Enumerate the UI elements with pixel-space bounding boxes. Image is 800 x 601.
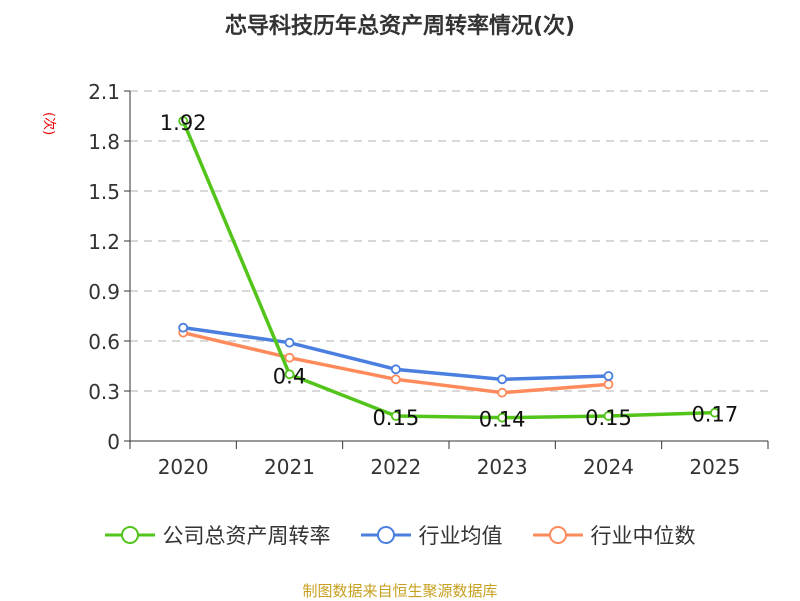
series-line	[181, 120, 715, 420]
data-point	[284, 352, 295, 363]
y-tick-label: 0	[107, 430, 120, 454]
x-tick-label: 2024	[583, 455, 634, 479]
data-point	[178, 116, 189, 126]
y-tick-label: 1.5	[88, 180, 120, 204]
x-tick-label: 2020	[158, 455, 209, 479]
data-point	[603, 379, 614, 390]
legend-item-company[interactable]: 公司总资产周转率	[104, 520, 331, 550]
legend-item-industry-median[interactable]: 行业中位数	[532, 520, 696, 550]
data-point	[497, 387, 508, 398]
legend: 公司总资产周转率 行业均值 行业中位数	[0, 520, 800, 550]
y-tick-label: 0.6	[88, 330, 120, 354]
legend-marker-icon	[532, 526, 583, 544]
data-point	[497, 412, 508, 423]
data-point	[284, 337, 295, 348]
y-tick-label: 1.2	[88, 230, 120, 254]
x-tick-label: 2022	[370, 455, 421, 479]
y-tick-label: 2.1	[88, 80, 120, 104]
data-point	[284, 369, 295, 380]
y-tick-label: 1.8	[88, 130, 120, 154]
legend-label: 公司总资产周转率	[162, 524, 331, 548]
x-tick-label: 2025	[689, 455, 740, 479]
chart-title: 芯导科技历年总资产周转率情况(次)	[224, 14, 576, 39]
y-tick-label: 0.9	[88, 280, 120, 304]
legend-marker-icon	[360, 526, 411, 544]
x-tick-label: 2023	[477, 455, 528, 479]
legend-item-industry-mean[interactable]: 行业均值	[360, 520, 503, 550]
data-label: 0.4	[273, 364, 306, 388]
data-point	[709, 407, 720, 418]
data-label: 0.14	[479, 408, 526, 432]
data-point	[603, 371, 614, 381]
data-label: 0.15	[372, 406, 419, 430]
data-point	[390, 411, 401, 421]
data-point	[178, 322, 189, 333]
source-note: 制图数据来自恒生聚源数据库	[302, 582, 498, 600]
data-label: 0.15	[585, 406, 632, 430]
y-tick-label: 0.3	[88, 380, 120, 404]
data-point	[390, 364, 401, 375]
data-label: 0.17	[691, 403, 738, 427]
legend-label: 行业均值	[418, 524, 503, 548]
legend-marker-icon	[104, 526, 155, 544]
data-label: 1.92	[160, 111, 207, 135]
legend-label: 行业中位数	[590, 524, 696, 548]
data-point	[390, 374, 401, 385]
data-point	[603, 411, 614, 421]
x-tick-label: 2021	[264, 455, 315, 479]
data-point	[497, 374, 508, 385]
